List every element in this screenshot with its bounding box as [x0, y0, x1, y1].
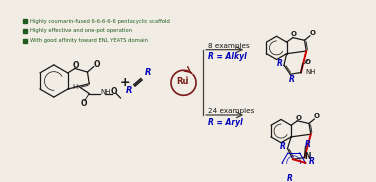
Text: R: R	[126, 86, 132, 95]
Text: NH: NH	[101, 89, 111, 95]
Text: R = Aryl: R = Aryl	[208, 118, 243, 127]
Text: O: O	[93, 60, 100, 69]
Text: O: O	[111, 87, 118, 96]
Text: Ru: Ru	[176, 77, 189, 86]
Text: N: N	[304, 152, 311, 161]
Bar	[23, 39, 27, 43]
Text: O: O	[295, 115, 301, 121]
Text: Highly coumarin-fused 6-6-6-6-6 pentacyclic scaffold: Highly coumarin-fused 6-6-6-6-6 pentacyc…	[30, 19, 170, 23]
Text: NH: NH	[305, 69, 316, 75]
Text: O: O	[309, 30, 315, 36]
Bar	[23, 29, 27, 33]
Text: R: R	[280, 142, 286, 151]
Text: R: R	[305, 141, 311, 149]
Text: O: O	[304, 59, 310, 65]
Text: R: R	[289, 75, 295, 84]
Text: O: O	[314, 113, 320, 119]
Text: R = Alkyl: R = Alkyl	[208, 52, 246, 61]
Text: +: +	[119, 76, 130, 89]
Text: 8 examples: 8 examples	[208, 43, 249, 49]
Text: R: R	[276, 59, 282, 68]
Text: H: H	[72, 84, 77, 90]
Text: 24 examples: 24 examples	[208, 108, 254, 114]
Text: R: R	[287, 174, 292, 182]
Text: With good affinity toward ENL YEATS domain: With good affinity toward ENL YEATS doma…	[30, 38, 148, 43]
Bar	[23, 19, 27, 23]
Text: O: O	[73, 61, 80, 70]
Text: II: II	[185, 76, 189, 81]
Text: R: R	[144, 68, 151, 78]
Text: Highly effective and one-pot operation: Highly effective and one-pot operation	[30, 28, 132, 33]
Text: O: O	[80, 99, 87, 108]
Text: O: O	[291, 31, 297, 37]
Text: R: R	[309, 157, 315, 167]
